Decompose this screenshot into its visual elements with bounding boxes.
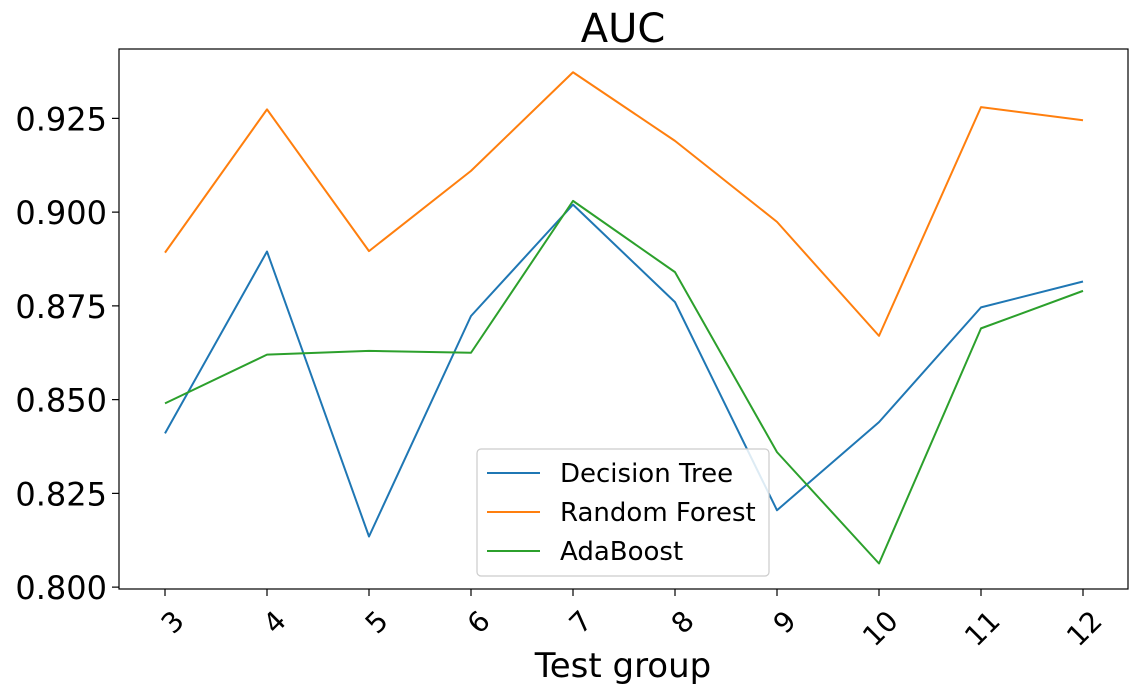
x-tick-label: 11 (958, 604, 1007, 653)
x-tick-label: 12 (1060, 604, 1109, 653)
x-tick-label: 10 (856, 604, 905, 653)
x-tick-label: 4 (257, 604, 293, 640)
x-tick-label: 7 (563, 604, 599, 640)
series-lines (164, 71, 1084, 565)
x-tick-label: 3 (155, 604, 191, 640)
y-tick-label: 0.925 (15, 100, 107, 138)
series-line-decision-tree (164, 203, 1084, 538)
legend-label: AdaBoost (560, 537, 683, 567)
y-axis: 0.800 0.825 0.850 0.875 0.900 0.925 (15, 100, 119, 607)
chart-title: AUC (581, 6, 666, 52)
x-tick-label: 5 (359, 604, 395, 640)
plot-area-frame (118, 48, 1129, 590)
series-line-random-forest (164, 71, 1084, 337)
legend-label: Random Forest (560, 498, 756, 528)
y-tick-label: 0.850 (15, 382, 107, 420)
legend: Decision Tree Random Forest AdaBoost (476, 448, 770, 577)
x-tick-label: 8 (665, 604, 701, 640)
y-tick-label: 0.800 (15, 569, 107, 607)
y-tick-label: 0.900 (15, 194, 107, 232)
legend-box (476, 448, 770, 577)
x-tick-label: 9 (767, 604, 803, 640)
x-axis: 3 4 5 6 7 8 9 10 11 12 (155, 589, 1109, 653)
legend-label: Decision Tree (560, 459, 733, 489)
x-tick-label: 6 (461, 604, 497, 640)
series-line-adaboost (164, 199, 1084, 565)
x-axis-label: Test group (534, 646, 712, 686)
y-tick-label: 0.825 (15, 475, 107, 513)
y-tick-label: 0.875 (15, 288, 107, 326)
